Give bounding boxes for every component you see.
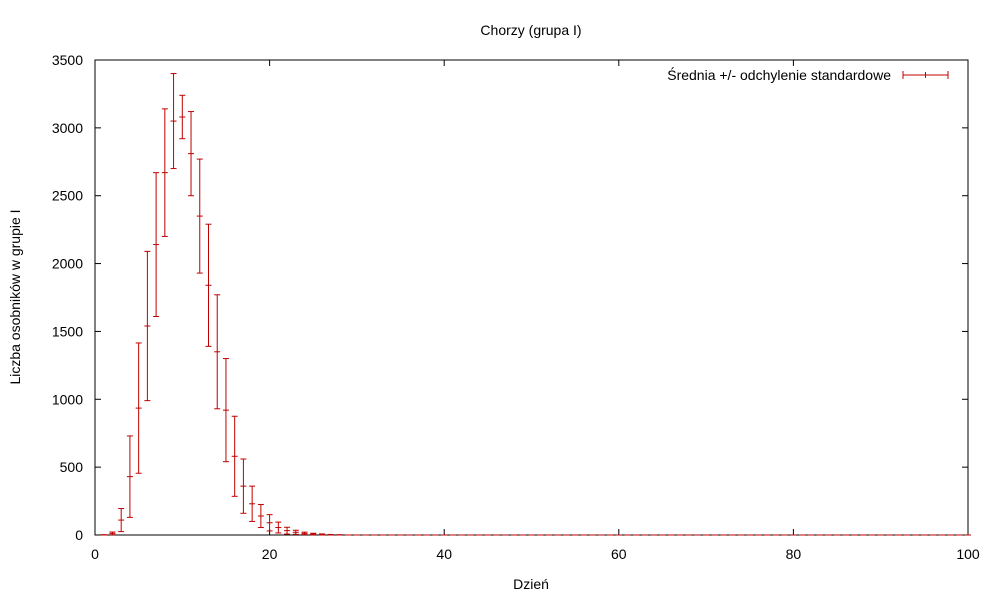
error-bar [327, 533, 334, 536]
error-bar [257, 503, 264, 529]
error-bar [284, 526, 291, 535]
y-tick-label: 0 [75, 527, 83, 543]
legend: Średnia +/- odchylenie standardowe [667, 66, 949, 83]
x-tick-label: 60 [611, 546, 627, 562]
error-bar [292, 529, 299, 535]
x-axis-label: Dzień [513, 576, 549, 592]
error-bar [144, 250, 151, 402]
error-bar [266, 514, 273, 532]
error-bar [275, 521, 282, 534]
error-bar [310, 532, 317, 536]
y-tick-label: 2500 [52, 188, 83, 204]
error-bar-series [100, 73, 971, 536]
y-axis-ticks: 0 500 1000 1500 2000 2500 3000 3500 [52, 52, 968, 543]
error-bar [109, 531, 116, 536]
error-bar [126, 435, 133, 518]
error-bar [318, 533, 325, 536]
y-tick-label: 3500 [52, 52, 83, 68]
error-bar [135, 342, 142, 474]
x-axis-ticks: 0 20 40 60 80 100 [91, 60, 980, 562]
error-bar [301, 531, 308, 536]
error-bar [179, 94, 186, 140]
error-bar [118, 508, 125, 533]
legend-key [902, 71, 949, 79]
error-bar [161, 108, 168, 237]
error-bar [240, 458, 247, 514]
error-bar [205, 223, 212, 347]
y-tick-label: 3000 [52, 120, 83, 136]
error-bar [170, 73, 177, 170]
y-tick-label: 2000 [52, 256, 83, 272]
x-tick-label: 80 [786, 546, 802, 562]
error-bar [231, 415, 238, 497]
y-tick-label: 500 [60, 459, 84, 475]
error-bar [214, 294, 221, 410]
y-tick-label: 1500 [52, 323, 83, 339]
x-tick-label: 20 [262, 546, 278, 562]
x-tick-label: 100 [956, 546, 980, 562]
legend-label: Średnia +/- odchylenie standardowe [667, 66, 891, 83]
error-bar [153, 172, 160, 317]
error-bar [196, 158, 203, 274]
plot-frame [94, 59, 969, 536]
chart-title: Chorzy (grupa I) [480, 22, 581, 38]
error-bar [249, 485, 256, 522]
y-tick-label: 1000 [52, 391, 83, 407]
error-bar [188, 111, 195, 197]
error-bar [222, 358, 229, 463]
x-tick-label: 40 [436, 546, 452, 562]
x-tick-label: 0 [91, 546, 99, 562]
y-axis-label: Liczba osobników w grupie I [7, 209, 23, 384]
